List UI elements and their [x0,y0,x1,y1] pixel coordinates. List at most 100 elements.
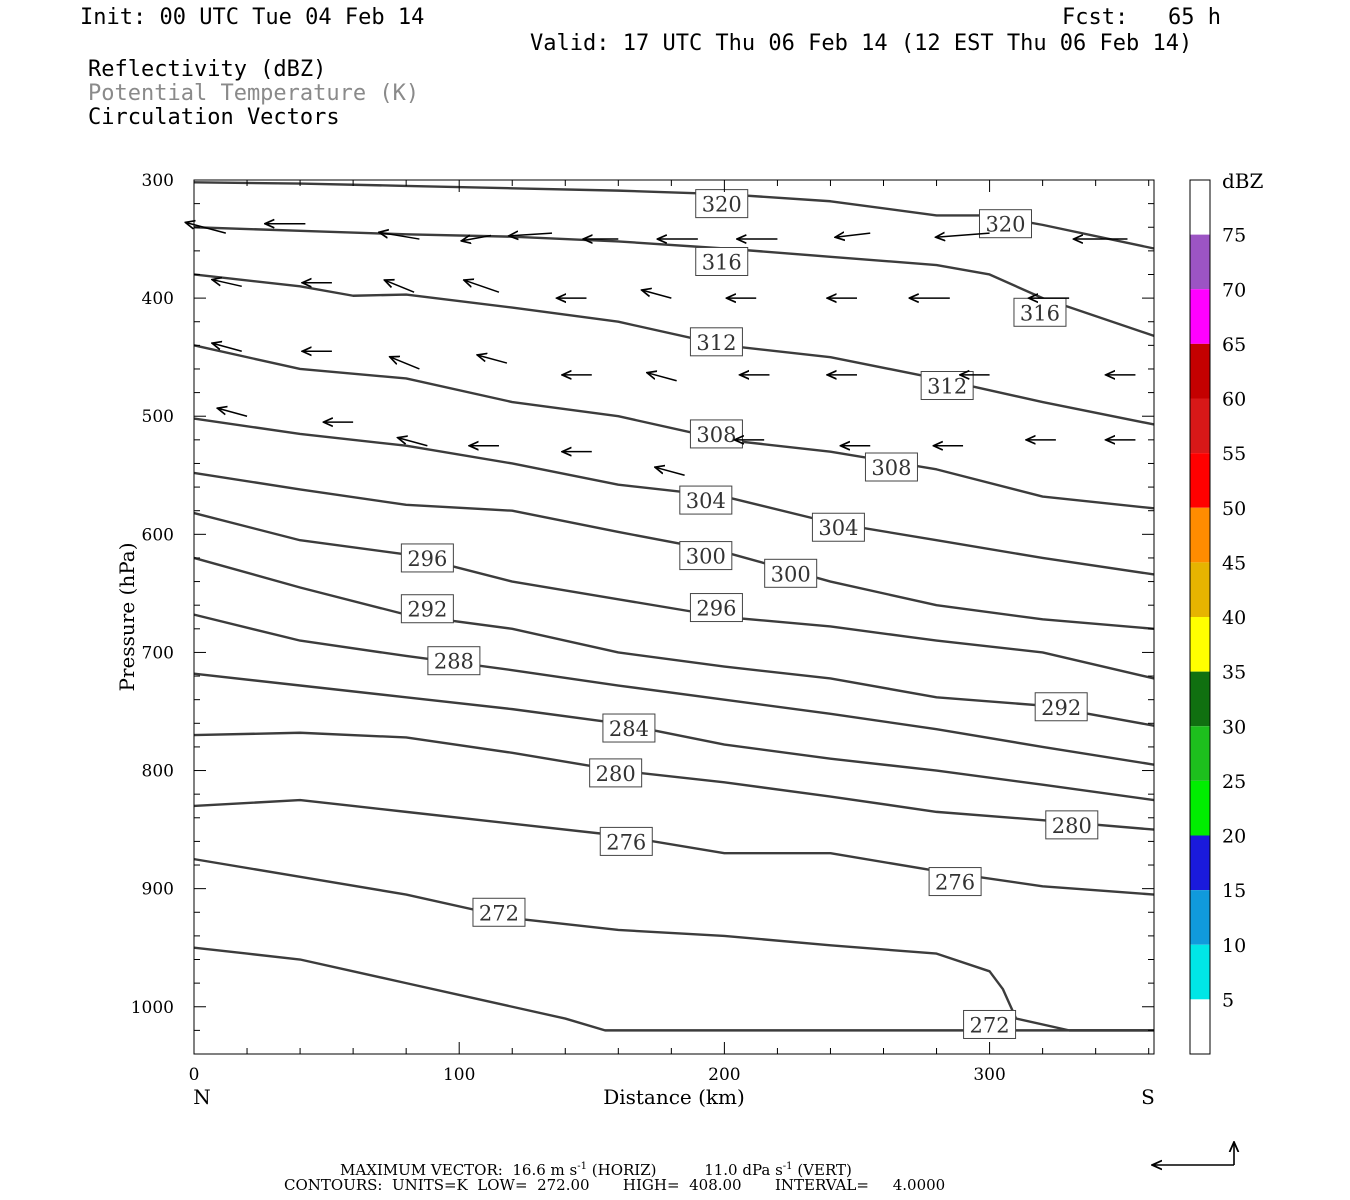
max-vector-vert-label: (VERT) [792,1161,852,1179]
contours-group [193,181,1155,1032]
theta-contour-line [193,672,1155,802]
circulation-vector [217,408,248,417]
contour-label-box [679,485,733,515]
plot-frame [193,179,1155,1055]
axes-group: 0 100 200 300 300 400 500 600 700 800 900 1000 [131,171,1154,1085]
contour-label-box [472,897,526,927]
colorbar-swatch [1190,507,1210,563]
dbz-colorbar: 75 70 65 60 55 50 45 40 35 30 25 20 15 10 5 [1189,179,1246,1055]
contour-label: 312 [696,331,736,355]
theta-contour-line [193,798,1155,896]
valid-time-text: Valid: 17 UTC Thu 06 Feb 14 (12 EST Thu … [530,31,1193,56]
colorbar-label: 10 [1222,935,1246,957]
circulation-vector [642,290,672,299]
theta-contour-line [193,613,1155,766]
init-text: Init: 00 UTC Tue 04 Feb 14 [80,5,425,30]
unit-exponent: -1 [577,1161,587,1172]
contour-label-box [963,1009,1017,1039]
x-right-end-label: S [1141,1085,1155,1109]
contour-label: 296 [696,597,736,621]
colorbar-label: 75 [1222,225,1246,247]
colorbar-swatch [1190,671,1210,727]
theta-contour-line [193,273,1155,426]
colorbar-swatch [1190,453,1210,508]
theta-contour-line [193,471,1155,631]
colorbar-swatch [1190,835,1210,891]
max-vector-horiz-label: (HORIZ) [587,1161,657,1179]
y-tick-label: 800 [142,762,174,782]
colorbar-label: 35 [1222,662,1246,684]
x-tick-label: 200 [708,1065,740,1085]
contour-label-box [689,327,743,357]
theta-contour-line [193,344,1155,510]
field-reflectivity-text: Reflectivity (dBZ) [88,57,327,82]
circulation-vector [477,355,508,364]
contour-label: 304 [818,516,858,540]
circulation-vector [464,280,500,293]
contour-label: 292 [407,598,447,622]
y-tick-label: 400 [142,289,174,309]
theta-contour-line [193,731,1155,831]
contour-label-box [689,593,743,623]
contour-label: 292 [1041,696,1081,720]
field-theta-text: Potential Temperature (K) [88,81,420,106]
max-vector-vert-value: 11.0 dPa s [704,1161,783,1179]
theta-contour-line [193,226,1155,338]
contour-label: 296 [407,547,447,571]
y-tick-label: 1000 [131,998,174,1018]
colorbar-label: 65 [1222,334,1246,356]
colorbar-label: 40 [1222,607,1246,629]
theta-contour-line [193,946,1154,1032]
circulation-vector [936,233,990,237]
x-tick-label: 300 [973,1065,1005,1085]
max-vector-horiz-value: 16.6 m s [512,1161,578,1179]
colorbar-swatch [1190,398,1210,454]
contour-label: 308 [871,456,911,480]
theta-contour-line [193,417,1155,576]
y-tick-label: 500 [142,407,174,427]
contour-label-box [589,758,643,788]
max-vector-line: MAXIMUM VECTOR: 16.6 m s-1 (HORIZ) 11.0 … [340,1158,852,1179]
y-tick-label: 600 [142,525,174,545]
contour-label: 276 [935,871,975,895]
colorbar-swatch [1190,617,1210,672]
circulation-vector [379,232,420,240]
colorbar-swatch [1190,562,1210,617]
contour-label-box [602,713,656,743]
max-vector-label: MAXIMUM VECTOR: [340,1161,503,1179]
contour-label: 300 [771,562,811,586]
contour-label-box [1034,692,1088,722]
field-vectors-text: Circulation Vectors [88,105,340,130]
circulation-vector [647,373,677,382]
contour-label: 316 [702,250,742,274]
colorbar-swatch [1190,343,1210,399]
x-tick-label: 0 [189,1065,200,1085]
colorbar-label: 45 [1222,552,1246,574]
reference-vector [1152,1142,1234,1165]
contour-label-box [679,541,733,571]
contour-label: 316 [1020,301,1060,325]
contour-label-box [764,558,818,588]
contour-label-box [1013,297,1067,327]
y-tick-label: 900 [142,880,174,900]
contour-label: 284 [609,717,649,741]
contour-label-box [928,867,982,897]
colorbar-label: 70 [1222,279,1246,301]
contour-label-box [400,543,454,573]
contour-label-box [427,646,481,676]
forecast-hour-text: Fcst: 65 h [1062,5,1221,30]
circulation-vector [835,233,871,237]
contour-label-box [400,594,454,624]
contour-label: 320 [702,193,742,217]
contour-label: 288 [434,650,474,674]
contour-label-box [695,246,749,276]
colorbar-label: 50 [1222,498,1246,520]
y-tick-label: 300 [142,171,174,191]
colorbar-label: 25 [1222,771,1246,793]
colorbar-frame [1189,179,1211,1055]
vectors-group [185,222,1136,476]
circulation-vector [398,438,428,447]
contour-label: 304 [686,489,726,513]
y-tick-label: 700 [142,643,174,663]
theta-contour-line [193,556,1155,727]
